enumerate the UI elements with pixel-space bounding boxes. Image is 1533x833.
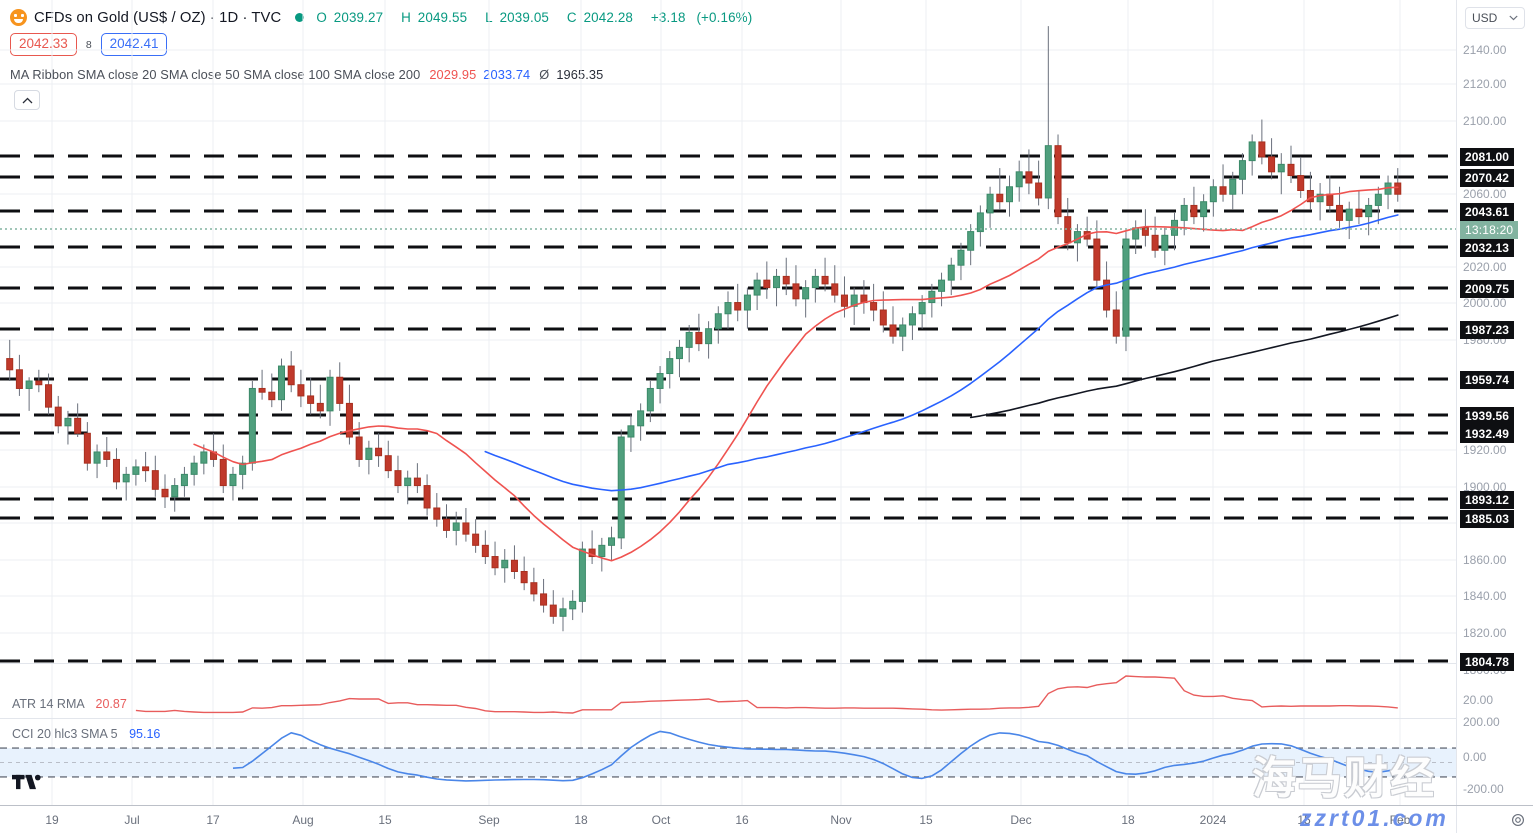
- price-level-label[interactable]: 1804.78: [1460, 653, 1515, 671]
- ohlc-change-percent: (+0.16%): [696, 10, 753, 25]
- bar-countdown-label: 13:18:20: [1460, 221, 1519, 239]
- ohlc-open-label: O: [316, 10, 327, 25]
- average-glyph-icon: Ø: [539, 67, 550, 82]
- price-axis-tick: 1820.00: [1463, 626, 1507, 640]
- price-axis-tick: 1920.00: [1463, 443, 1507, 457]
- ohlc-high-value: 2049.55: [417, 10, 468, 25]
- currency-selector[interactable]: USD: [1465, 7, 1525, 29]
- collapse-legend-button[interactable]: [14, 90, 40, 110]
- gold-coin-icon: [10, 9, 27, 26]
- time-axis-tick: Dec: [1010, 813, 1032, 827]
- chart-plot-area[interactable]: [0, 0, 1456, 805]
- ma-ribbon-legend[interactable]: MA Ribbon SMA close 20 SMA close 50 SMA …: [10, 67, 603, 82]
- ma-ribbon-label: MA Ribbon SMA close 20 SMA close 50 SMA …: [10, 67, 421, 82]
- symbol-title[interactable]: CFDs on Gold (US$ / OZ) · 1D · TVC: [34, 9, 282, 26]
- price-axis-tick: 200.00: [1463, 715, 1500, 729]
- time-axis-tick: Aug: [292, 813, 314, 827]
- time-axis-tick: 19: [45, 813, 59, 827]
- price-level-label[interactable]: 2009.75: [1460, 280, 1515, 298]
- cci-indicator-pane[interactable]: [0, 718, 1456, 805]
- time-axis-tick: 15: [1297, 813, 1311, 827]
- time-axis-tick: 15: [919, 813, 933, 827]
- cci-indicator-value: 95.16: [129, 727, 161, 741]
- cci-indicator-name: CCI 20 hlc3 SMA 5: [12, 727, 118, 741]
- price-axis-tick: 2100.00: [1463, 114, 1507, 128]
- price-axis-tick: 2140.00: [1463, 43, 1507, 57]
- price-level-label[interactable]: 1932.49: [1460, 425, 1515, 443]
- price-axis-tick: -200.00: [1463, 782, 1504, 796]
- price-level-label[interactable]: 1885.03: [1460, 510, 1515, 528]
- time-axis-tick: 18: [574, 813, 588, 827]
- price-axis-tick: 2120.00: [1463, 77, 1507, 91]
- time-axis-tick: Jul: [124, 813, 140, 827]
- price-level-label[interactable]: 1893.12: [1460, 491, 1515, 509]
- chevron-down-icon: [1509, 15, 1518, 21]
- time-axis-tick: Nov: [830, 813, 852, 827]
- chevron-up-icon: [22, 97, 32, 103]
- price-axis-tick: 2060.00: [1463, 187, 1507, 201]
- price-level-label[interactable]: 2043.61: [1460, 203, 1515, 221]
- ohlc-close-value: 2042.28: [583, 10, 634, 25]
- price-level-label[interactable]: 1939.56: [1460, 407, 1515, 425]
- price-axis-tick: 2000.00: [1463, 296, 1507, 310]
- price-level-label[interactable]: 1987.23: [1460, 321, 1515, 339]
- time-axis-tick: 15: [378, 813, 392, 827]
- time-axis-tick: 2024: [1199, 813, 1227, 827]
- ma-ribbon-value-avg: 1965.35: [556, 67, 604, 82]
- market-open-dot-icon: [295, 13, 305, 22]
- ohlc-change: +3.18: [650, 10, 686, 25]
- axis-corner: [1456, 806, 1533, 833]
- ask-price[interactable]: 2042.41: [100, 33, 168, 57]
- price-level-label[interactable]: 2070.42: [1460, 169, 1515, 187]
- price-level-label[interactable]: 2081.00: [1460, 148, 1515, 166]
- ma-ribbon-value-red: 2029.95: [429, 67, 477, 82]
- atr-indicator-name: ATR 14 RMA: [12, 697, 85, 711]
- currency-label: USD: [1472, 11, 1498, 25]
- time-axis[interactable]: 19 Jul 17 Aug 15 Sep 18 Oct 16 Nov 15 Dec 18 2024 15 Fe…: [0, 805, 1533, 833]
- time-axis-tick: 17: [206, 813, 220, 827]
- price-level-label[interactable]: 2032.13: [1460, 239, 1515, 257]
- ohlc-close-label: C: [566, 10, 577, 25]
- price-axis-tick: 1900.00: [1463, 480, 1507, 494]
- price-axis-tick: 20.00: [1463, 693, 1494, 707]
- atr-pane-legend[interactable]: ATR 14 RMA 20.87: [12, 697, 127, 711]
- time-axis-tick: Feb: [1389, 813, 1411, 827]
- atr-indicator-value: 20.87: [95, 697, 127, 711]
- atr-indicator-pane[interactable]: [0, 663, 1456, 718]
- time-axis-tick: 16: [735, 813, 749, 827]
- price-pane[interactable]: [0, 0, 1456, 663]
- ohlc-open-value: 2039.27: [333, 10, 384, 25]
- price-axis[interactable]: USD 2140.00 2120.00 2100.00 2060.00 2020.00 2…: [1456, 0, 1533, 833]
- spread-value: 8: [85, 38, 92, 51]
- ohlc-high-label: H: [401, 10, 411, 25]
- ma-ribbon-value-blue: 2033.74: [483, 67, 531, 82]
- price-axis-tick: 0.00: [1463, 750, 1487, 764]
- time-axis-tick: Oct: [651, 813, 671, 827]
- gear-icon[interactable]: [1511, 813, 1525, 827]
- price-axis-tick: 1860.00: [1463, 553, 1507, 567]
- price-axis-tick: 2020.00: [1463, 260, 1507, 274]
- time-axis-tick: Sep: [478, 813, 500, 827]
- tradingview-logo[interactable]: [12, 772, 44, 792]
- chart-symbol-legend: CFDs on Gold (US$ / OZ) · 1D · TVC O 2039…: [10, 9, 759, 26]
- cci-pane-legend[interactable]: CCI 20 hlc3 SMA 5 95.16: [12, 727, 160, 741]
- ohlc-low-value: 2039.05: [499, 10, 550, 25]
- price-level-label[interactable]: 1959.74: [1460, 371, 1515, 389]
- price-axis-tick: 1840.00: [1463, 589, 1507, 603]
- time-axis-tick: 18: [1121, 813, 1135, 827]
